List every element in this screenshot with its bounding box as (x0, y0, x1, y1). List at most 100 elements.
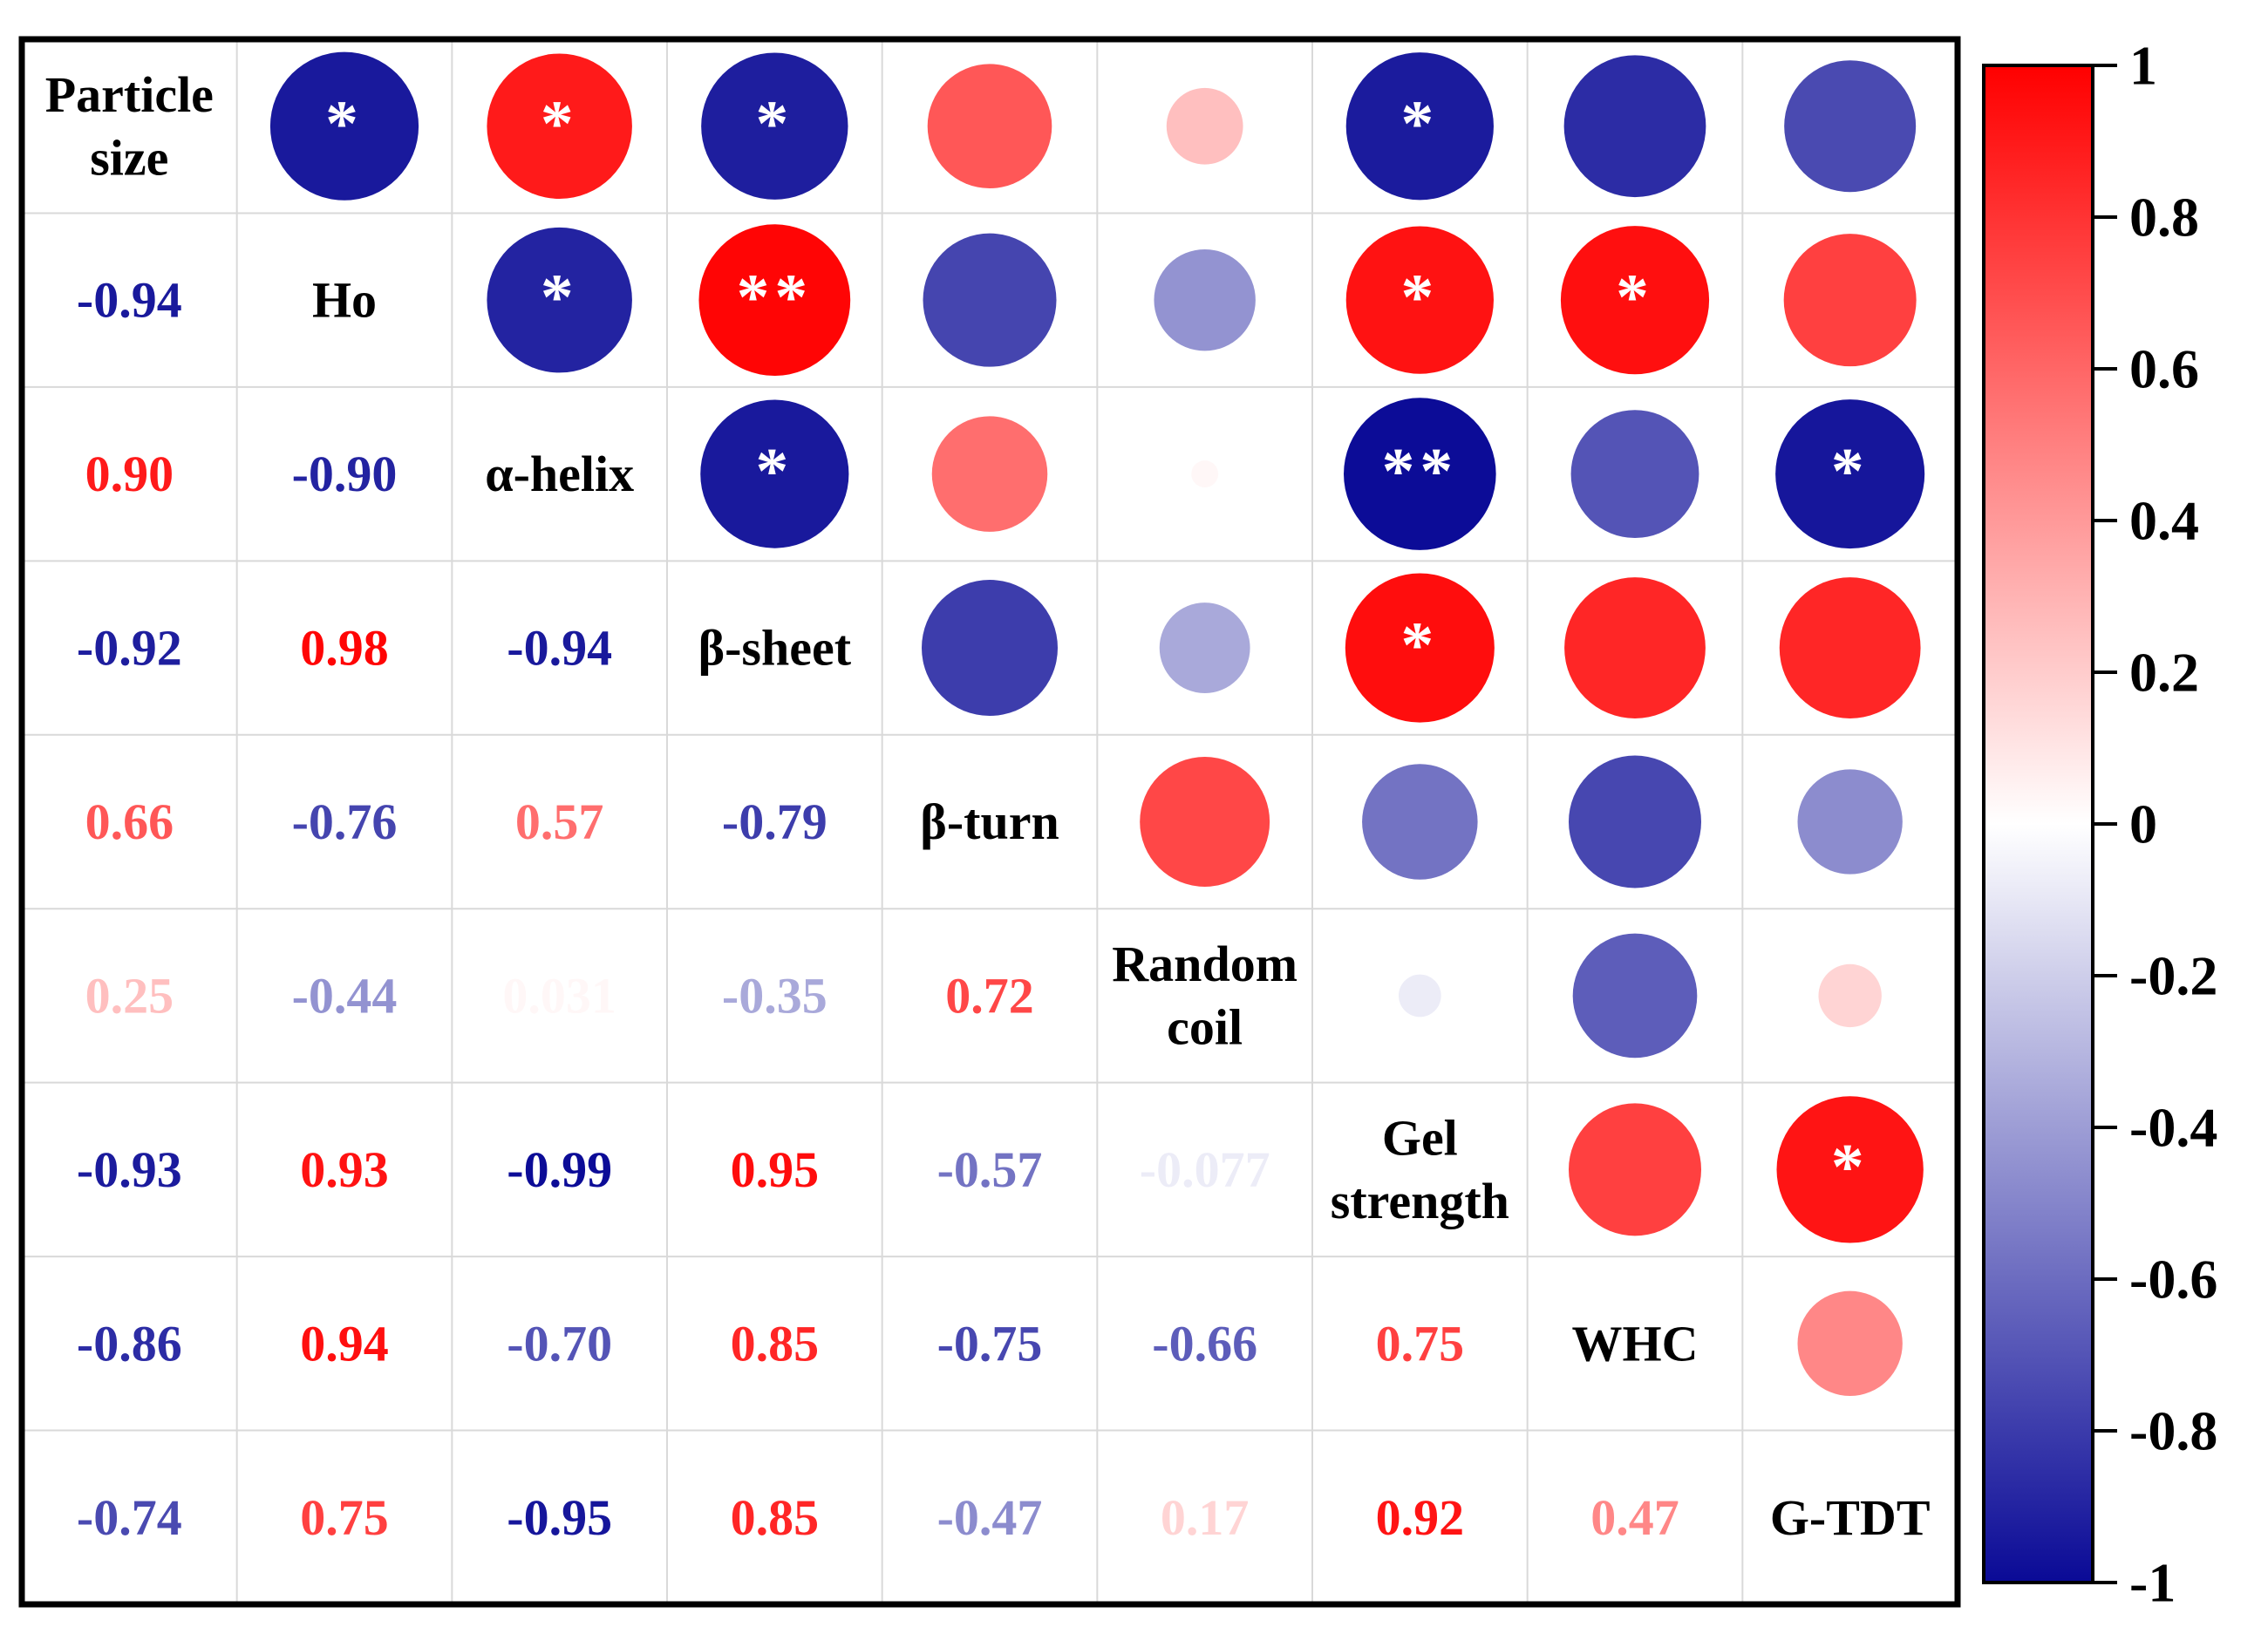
correlation-circle (1569, 755, 1701, 888)
variable-label: Particle (45, 66, 214, 123)
colorbar-tick-label: 0.6 (2129, 338, 2199, 400)
variable-label: β-sheet (698, 620, 852, 677)
significance-mark: * (1831, 436, 1870, 508)
correlation-circle (1563, 55, 1706, 198)
variable-label: Ho (312, 272, 377, 329)
correlation-circle (1560, 226, 1710, 375)
correlation-value: 0.90 (85, 446, 174, 502)
correlation-value: 0.95 (731, 1141, 820, 1198)
correlation-circle (1818, 963, 1882, 1028)
colorbar-tick-label: -0.4 (2129, 1097, 2217, 1159)
correlation-circle (1564, 577, 1706, 718)
correlation-circle (487, 53, 632, 199)
correlation-value: -0.94 (507, 620, 612, 677)
correlation-value: 0.47 (1590, 1489, 1679, 1546)
colorbar-gradient (1982, 64, 2094, 1584)
correlation-value: -0.74 (77, 1489, 182, 1546)
correlation-circle (487, 227, 632, 373)
correlation-value: 0.25 (85, 967, 174, 1024)
correlation-value: -0.44 (292, 967, 398, 1024)
colorbar: 1 0.8 0.6 0.4 0.2 0 -0.2 -0.4 -0.6 -0.8 -1 (1982, 35, 2217, 1614)
correlation-value: -0.75 (937, 1315, 1043, 1372)
correlation-value: 0.031 (502, 967, 616, 1024)
colorbar-tick-label: 0.8 (2129, 187, 2199, 248)
correlation-value: -0.90 (292, 446, 398, 502)
variable-label: Gel (1382, 1110, 1458, 1167)
correlation-circle (1797, 769, 1903, 875)
correlation-circle (701, 52, 848, 200)
significance-mark: * (1400, 609, 1439, 682)
correlation-value: 0.98 (300, 620, 389, 677)
correlation-value: 0.75 (1376, 1315, 1465, 1372)
significance-mark: * (325, 88, 364, 160)
correlation-value: 0.85 (731, 1489, 820, 1546)
correlation-circle (927, 64, 1052, 189)
correlation-value: -0.93 (77, 1141, 182, 1198)
colorbar-tick-label: 1 (2129, 35, 2157, 97)
significance-mark: * (755, 88, 793, 160)
correlation-circle (700, 399, 849, 548)
correlation-value: 0.17 (1161, 1489, 1250, 1546)
correlation-circle (1159, 602, 1250, 693)
correlation-value: -0.79 (722, 793, 828, 850)
colorbar-tick-label: -0.2 (2129, 945, 2217, 1007)
correlation-value: 0.57 (515, 793, 604, 850)
correlation-circle (1784, 60, 1917, 193)
colorbar-tick-label: 0 (2129, 793, 2157, 855)
correlation-value: -0.99 (507, 1141, 612, 1198)
significance-mark: * (755, 436, 793, 508)
correlation-value: 0.72 (945, 967, 1034, 1024)
grid-lines (22, 39, 1958, 1604)
correlation-value: 0.75 (300, 1489, 389, 1546)
colorbar-tick-label: -0.8 (2129, 1400, 2217, 1462)
plot-border (18, 36, 1961, 1608)
correlation-value: 0.93 (300, 1141, 389, 1198)
correlation-circle (698, 224, 851, 377)
correlation-circle (1191, 460, 1219, 488)
significance-mark: * (541, 88, 579, 160)
significance-mark: * (1400, 262, 1439, 334)
significance-mark: ** (1382, 436, 1458, 508)
correlation-value: -0.94 (77, 272, 182, 329)
variable-label: strength (1331, 1173, 1509, 1229)
correlation-circle (1166, 87, 1243, 165)
variable-label: β-turn (920, 793, 1059, 850)
correlation-circle (1797, 1290, 1903, 1396)
correlation-circle (1572, 933, 1698, 1059)
variable-label: size (90, 129, 168, 186)
correlation-circle (1345, 573, 1495, 723)
significance-mark: ** (737, 262, 813, 334)
correlation-circle (1154, 248, 1256, 351)
correlation-circle (1776, 1096, 1924, 1243)
correlation-value: 0.92 (1376, 1489, 1465, 1546)
significance-mark: * (1831, 1131, 1870, 1203)
correlation-value: -0.86 (77, 1315, 182, 1372)
correlation-circle (922, 580, 1058, 717)
significance-mark: * (1616, 262, 1654, 334)
colorbar-tick-label: -1 (2129, 1552, 2176, 1614)
correlation-value: -0.70 (507, 1315, 612, 1372)
correlation-value: -0.57 (937, 1141, 1043, 1198)
correlation-value: 0.66 (85, 793, 174, 850)
variable-label: Random (1112, 936, 1297, 992)
variable-label: G-TDT (1770, 1489, 1931, 1546)
variable-label: coil (1167, 999, 1243, 1056)
correlation-circle (1345, 52, 1494, 201)
variable-label: WHC (1572, 1315, 1699, 1372)
significance-mark: * (541, 262, 579, 334)
correlation-value: -0.76 (292, 793, 398, 850)
correlation-value: -0.35 (722, 967, 828, 1024)
correlation-circle (1783, 234, 1917, 367)
correlation-value: 0.85 (731, 1315, 820, 1372)
variable-label: α-helix (485, 446, 634, 502)
correlation-circle (1344, 398, 1496, 550)
colorbar-tick-label: 0.2 (2129, 642, 2199, 704)
correlation-circle (1569, 1103, 1701, 1236)
correlation-circle (1779, 577, 1921, 718)
correlation-circle (1362, 764, 1478, 880)
correlation-value: -0.66 (1152, 1315, 1257, 1372)
correlation-value: -0.95 (507, 1489, 612, 1546)
correlation-value: 0.94 (300, 1315, 389, 1372)
